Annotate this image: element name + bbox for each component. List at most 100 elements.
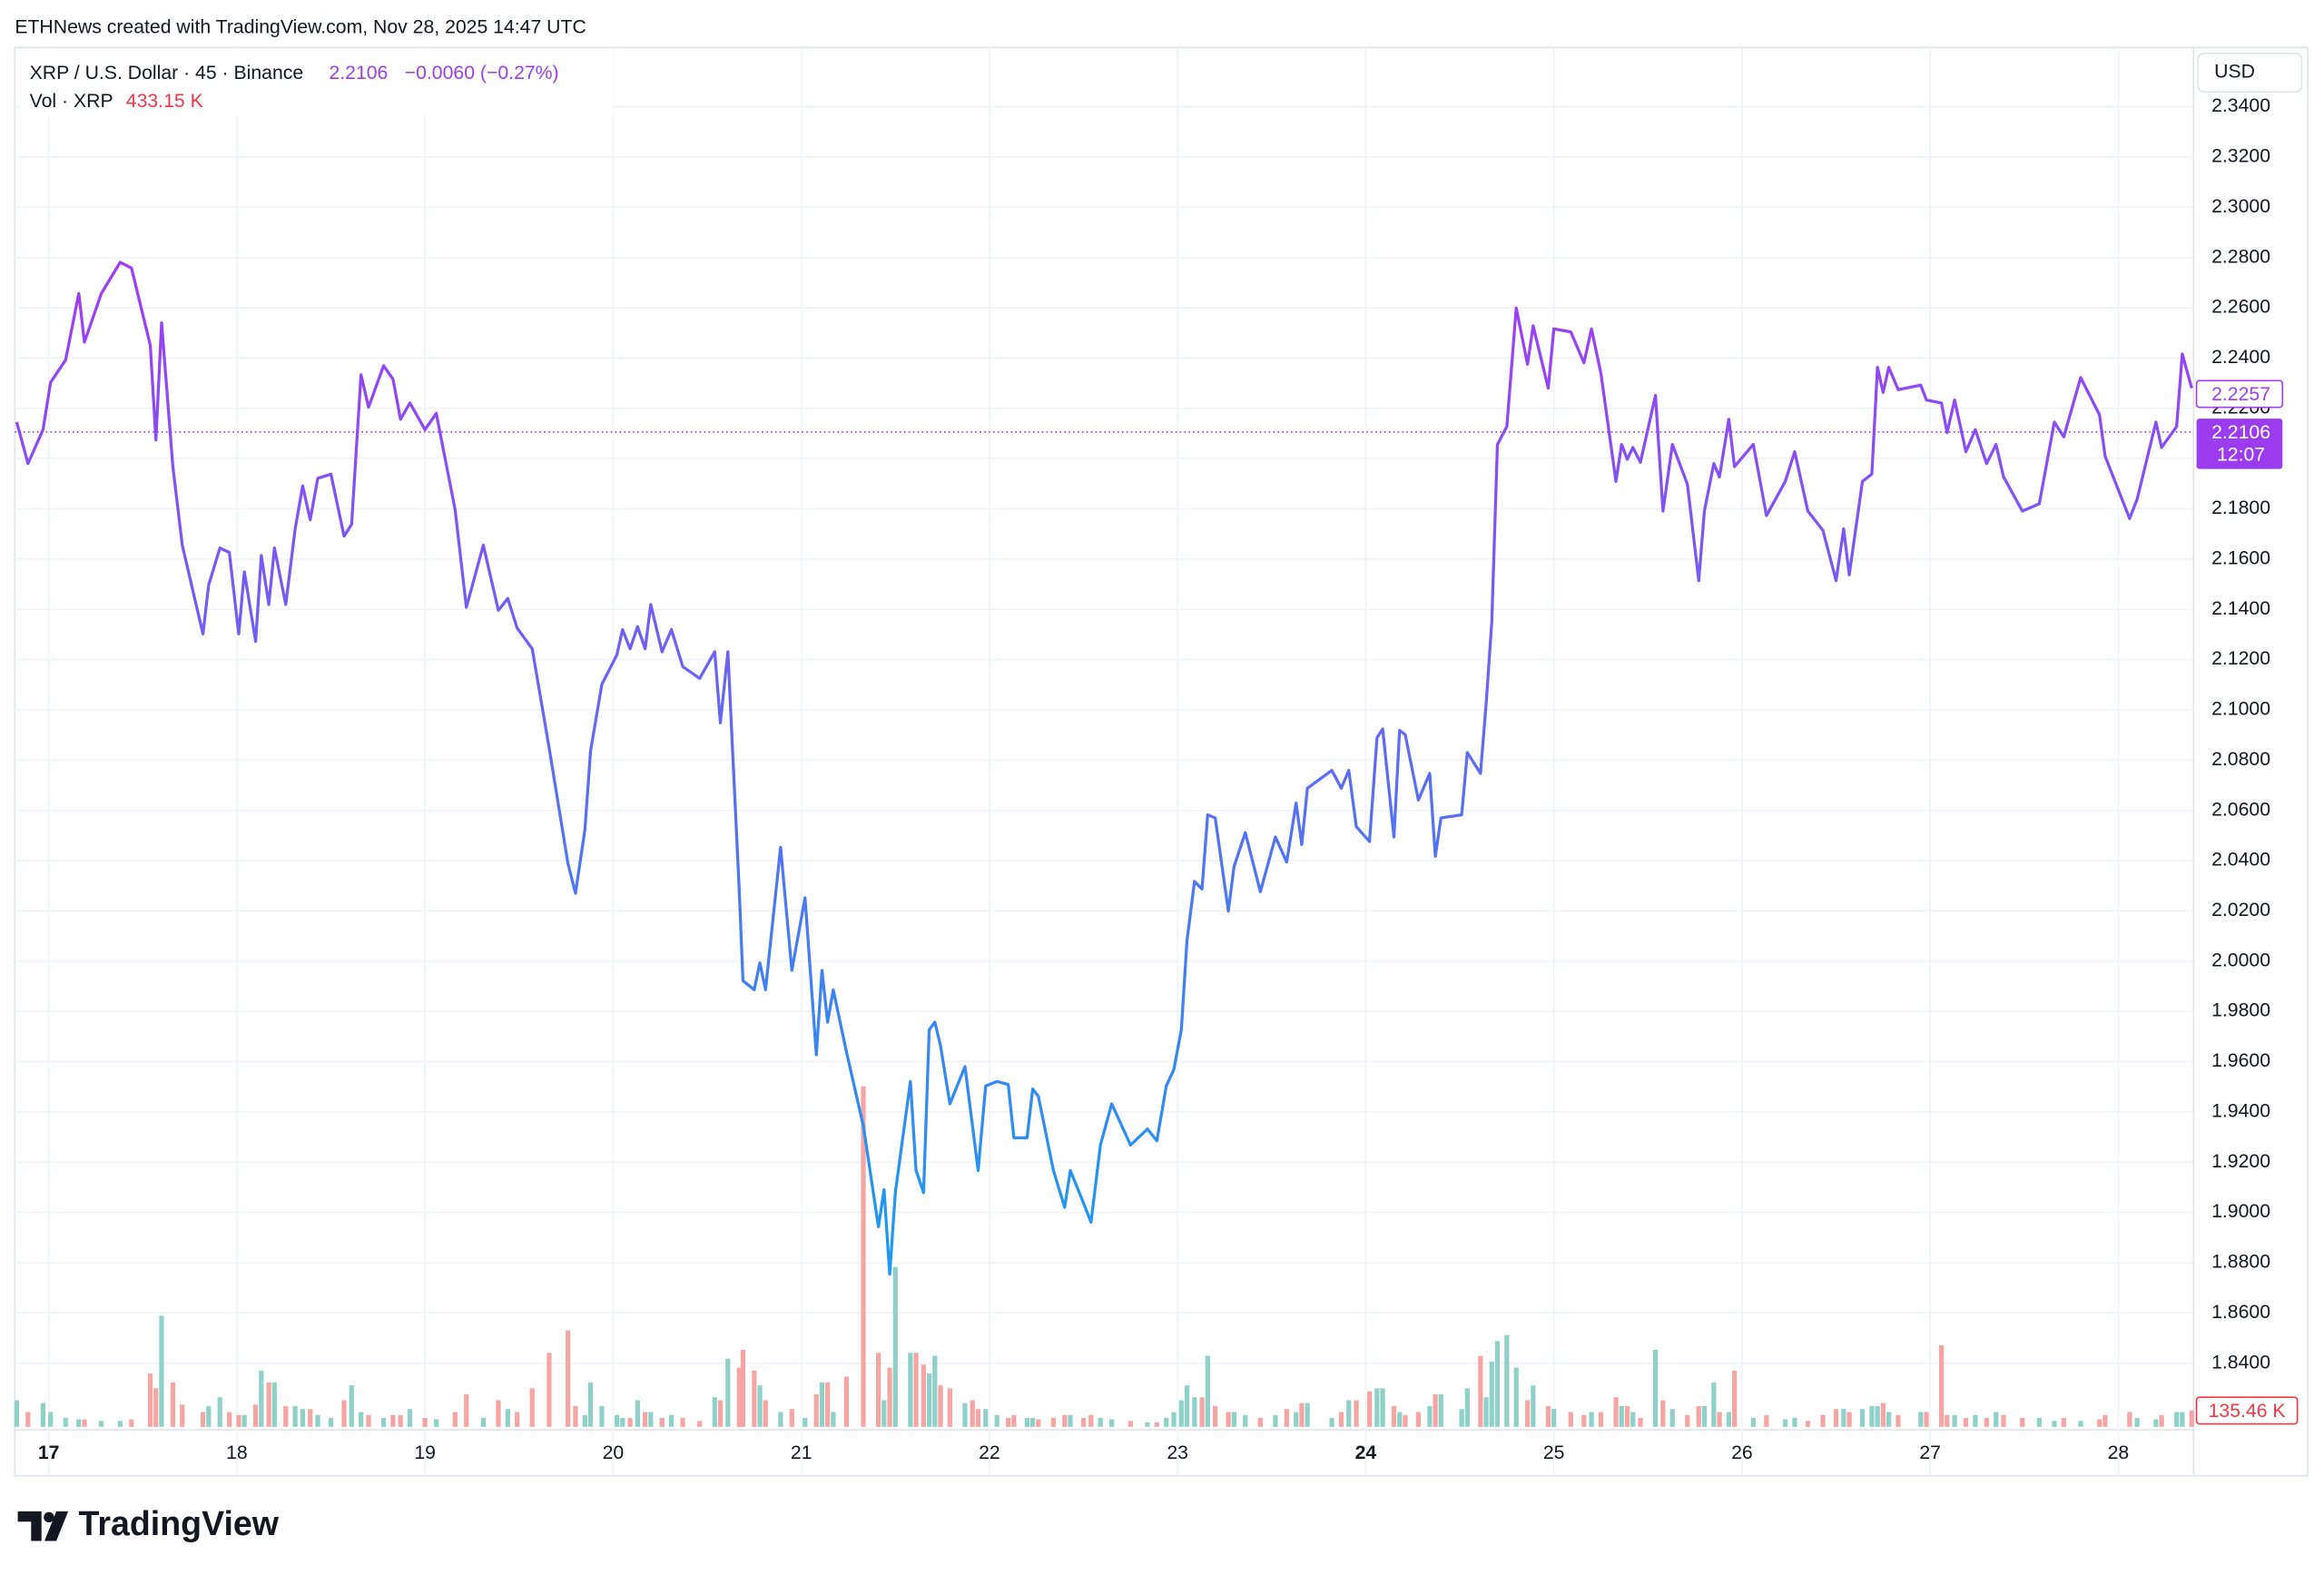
y-tick-label: 1.9800 (2211, 1000, 2270, 1021)
volume-bar (1513, 1367, 1519, 1427)
volume-bar (2052, 1421, 2057, 1427)
volume-bar (1984, 1417, 1989, 1427)
volume-bar (1433, 1393, 1438, 1427)
volume-bar (1294, 1412, 1299, 1427)
volume-bar (1212, 1405, 1218, 1427)
y-tick-label: 2.0200 (2211, 900, 2270, 920)
volume-bar (1545, 1405, 1551, 1427)
volume-bar (614, 1414, 620, 1427)
volume-bar (975, 1409, 981, 1427)
volume-bar (2153, 1419, 2159, 1427)
volume-bar (1711, 1382, 1717, 1427)
volume-bar (1630, 1412, 1636, 1427)
volume-bar (573, 1405, 578, 1427)
volume-last-label: 135.46 K (2209, 1401, 2286, 1422)
volume-bar (1638, 1417, 1643, 1427)
header: ETHNews created with TradingView.com, No… (15, 17, 586, 38)
volume-bar (1551, 1409, 1557, 1427)
volume-bar (1464, 1388, 1470, 1427)
volume-bar (1726, 1412, 1732, 1427)
volume-bar (292, 1405, 298, 1427)
volume-bar (308, 1409, 313, 1427)
y-tick-label: 2.1000 (2211, 699, 2270, 720)
volume-bar (129, 1419, 134, 1427)
footer-brand: TradingView (79, 1504, 280, 1542)
volume-bar (1006, 1417, 1011, 1427)
volume-bar (1669, 1409, 1675, 1427)
volume-bar (366, 1414, 371, 1427)
legend-volume: Vol · XRP (30, 91, 113, 112)
volume-bar (1459, 1409, 1464, 1427)
y-tick-label: 1.9600 (2211, 1050, 2270, 1071)
volume-bar (1880, 1403, 1886, 1427)
countdown-label: 12:07 (2217, 444, 2265, 465)
volume-bar (669, 1414, 675, 1427)
reference-price-box (2195, 379, 2284, 409)
volume-bar (717, 1400, 724, 1427)
volume-bar (1062, 1414, 1068, 1427)
volume-bar (1199, 1397, 1205, 1427)
x-tick-label: 25 (1543, 1442, 1565, 1463)
volume-bar (1660, 1400, 1666, 1427)
volume-bar (300, 1409, 306, 1427)
legend-change: −0.0060 (−0.27%) (405, 63, 559, 84)
volume-bar (1380, 1388, 1385, 1427)
volume-bar (1171, 1412, 1177, 1427)
volume-bar (921, 1364, 926, 1427)
volume-bar (1366, 1391, 1373, 1427)
logo-mark (44, 1511, 69, 1541)
last-price-label: 2.2106 (2211, 422, 2270, 443)
volume-bar (1568, 1412, 1573, 1427)
volume-bar (1164, 1417, 1169, 1427)
volume-bar (1243, 1414, 1248, 1427)
y-tick-label: 2.3000 (2211, 196, 2270, 217)
volume-bar (2001, 1414, 2006, 1427)
y-tick-label: 2.0000 (2211, 950, 2270, 970)
volume-bar (763, 1400, 768, 1427)
volume-bar (1805, 1421, 1811, 1427)
volume-bar (1011, 1414, 1017, 1427)
volume-bar (547, 1353, 552, 1427)
volume-bar (496, 1400, 501, 1427)
volume-bar (271, 1382, 277, 1427)
volume-bar (147, 1373, 153, 1427)
volume-bar (82, 1419, 87, 1427)
y-tick-label: 2.0600 (2211, 799, 2270, 820)
volume-bar (813, 1393, 819, 1427)
reference-price-label: 2.2257 (2211, 384, 2270, 405)
volume-bar (241, 1414, 247, 1427)
volume-bar (1489, 1362, 1494, 1427)
volume-bar (2180, 1412, 2185, 1427)
volume-bar (1841, 1409, 1846, 1427)
volume-bar (1374, 1388, 1380, 1427)
volume-bar (1581, 1414, 1587, 1427)
volume-bar (1938, 1345, 1945, 1427)
x-tick-label: 18 (226, 1442, 248, 1463)
volume-bar (217, 1397, 222, 1427)
volume-bar (752, 1370, 757, 1427)
volume-bar (1624, 1405, 1630, 1427)
volume-bar (1732, 1370, 1738, 1427)
volume-bar (452, 1412, 458, 1427)
y-tick-label: 2.2600 (2211, 297, 2270, 318)
volume-bar (1782, 1419, 1788, 1427)
volume-bar (635, 1400, 640, 1427)
y-tick-label: 1.9400 (2211, 1100, 2270, 1121)
volume-bar (1619, 1405, 1624, 1427)
volume-bar (1478, 1355, 1483, 1427)
volume-bar (1952, 1414, 1957, 1427)
volume-bar (390, 1414, 396, 1427)
volume-bar (1205, 1355, 1210, 1427)
volume-last-box (2195, 1396, 2299, 1425)
volume-bar (938, 1385, 943, 1427)
volume-bar (1846, 1412, 1852, 1427)
volume-bar (620, 1417, 625, 1427)
currency-box[interactable] (2197, 52, 2303, 94)
volume-bar (464, 1393, 469, 1427)
y-tick-label: 1.8400 (2211, 1352, 2270, 1373)
volume-bar (994, 1414, 1000, 1427)
x-tick-label: 20 (603, 1442, 625, 1463)
currency[interactable]: USD (2214, 62, 2255, 83)
y-tick-label: 1.8600 (2211, 1302, 2270, 1323)
y-tick-label: 2.1200 (2211, 648, 2270, 669)
